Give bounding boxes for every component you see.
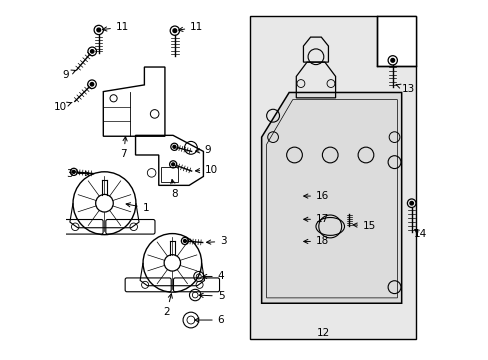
Polygon shape	[261, 93, 401, 303]
Text: 6: 6	[194, 315, 224, 325]
Text: 9: 9	[195, 145, 211, 156]
Text: 17: 17	[303, 214, 328, 224]
Text: 2: 2	[163, 294, 172, 317]
Text: 1: 1	[126, 203, 149, 213]
Text: 13: 13	[395, 84, 414, 94]
Circle shape	[173, 145, 176, 148]
Text: 14: 14	[413, 229, 426, 239]
Text: 5: 5	[199, 291, 224, 301]
Circle shape	[409, 202, 412, 205]
Text: 7: 7	[120, 137, 127, 159]
Circle shape	[390, 58, 394, 62]
Circle shape	[173, 29, 176, 32]
Text: 16: 16	[303, 191, 328, 201]
Circle shape	[171, 163, 174, 166]
Circle shape	[90, 50, 94, 53]
Text: 11: 11	[102, 22, 129, 32]
Circle shape	[90, 82, 94, 86]
Text: 12: 12	[316, 328, 329, 338]
Text: 11: 11	[178, 22, 203, 32]
Text: 3: 3	[206, 237, 226, 247]
Polygon shape	[376, 16, 415, 66]
Circle shape	[97, 28, 101, 32]
Circle shape	[72, 170, 75, 173]
FancyBboxPatch shape	[249, 16, 415, 339]
Text: 4: 4	[202, 271, 224, 282]
Circle shape	[347, 209, 350, 212]
Text: 8: 8	[170, 180, 178, 199]
Text: 10: 10	[195, 165, 218, 175]
Text: 15: 15	[352, 221, 376, 231]
Text: 10: 10	[53, 102, 72, 112]
Text: 9: 9	[62, 69, 76, 80]
Text: 18: 18	[303, 237, 328, 247]
Text: 3: 3	[65, 168, 89, 179]
Circle shape	[183, 239, 186, 242]
